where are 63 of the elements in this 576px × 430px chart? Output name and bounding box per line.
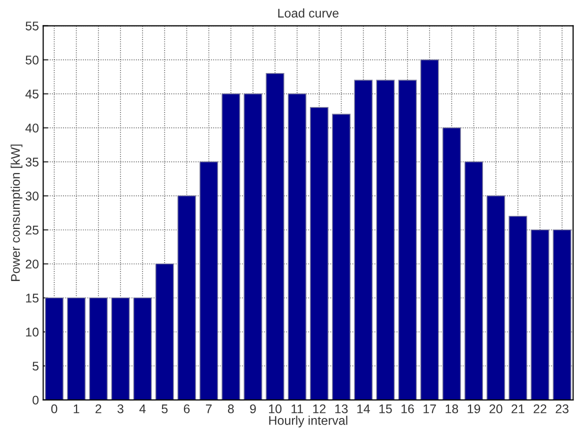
- x-tick-label: 7: [206, 404, 212, 414]
- x-tick-label: 9: [250, 404, 256, 414]
- x-tick-label: 18: [446, 404, 458, 414]
- x-tick-label: 1: [74, 404, 80, 414]
- bar: [530, 229, 550, 400]
- bar: [222, 93, 240, 400]
- bar: [155, 263, 174, 400]
- bar: [552, 229, 572, 400]
- y-tick-label: 0: [32, 396, 39, 405]
- x-tick-label: 12: [313, 404, 326, 414]
- bar: [67, 297, 86, 400]
- x-tick-label: 8: [228, 404, 234, 414]
- bar: [266, 72, 284, 400]
- y-tick-label: 15: [26, 294, 39, 303]
- bar: [44, 297, 64, 400]
- y-tick-label: 50: [26, 56, 39, 64]
- x-axis-title: Hourly interval: [269, 416, 348, 428]
- y-tick-label: 5: [32, 362, 39, 371]
- x-tick-label: 21: [512, 404, 524, 414]
- y-tick-label: 30: [26, 192, 39, 200]
- x-tick-label: 6: [184, 404, 190, 414]
- y-tick-label: 45: [25, 90, 39, 98]
- bar: [310, 107, 328, 400]
- x-tick-label: 5: [162, 404, 168, 414]
- bar: [464, 161, 484, 400]
- bar: [442, 127, 461, 400]
- x-tick-label: 13: [335, 404, 348, 414]
- y-tick-label: 35: [26, 158, 39, 166]
- chart-title: Load curve: [278, 8, 339, 18]
- x-tick-label: 17: [424, 404, 436, 414]
- bar: [376, 80, 395, 400]
- x-tick-label: 10: [269, 404, 282, 414]
- bar: [332, 114, 351, 400]
- y-tick-label: 40: [25, 124, 39, 132]
- bar: [177, 195, 196, 400]
- bar: [398, 80, 417, 400]
- x-tick-label: 16: [402, 404, 414, 414]
- y-tick-label: 55: [26, 22, 39, 30]
- bar: [89, 297, 108, 400]
- bar: [244, 93, 262, 400]
- x-tick-label: 20: [490, 404, 502, 414]
- x-tick-label: 4: [139, 404, 146, 414]
- x-tick-label: 14: [357, 404, 370, 414]
- x-tick-label: 15: [379, 404, 392, 414]
- x-tick-label: 3: [117, 404, 124, 414]
- bar: [288, 93, 306, 400]
- x-tick-label: 11: [292, 404, 303, 414]
- y-tick-label: 10: [26, 328, 39, 337]
- bar: [200, 161, 218, 400]
- bar: [111, 297, 130, 400]
- x-tick-label: 2: [96, 404, 102, 414]
- y-axis-title: Power consumption [kW]: [10, 144, 22, 281]
- y-tick-label: 20: [26, 260, 39, 269]
- x-tick-label: 19: [468, 404, 480, 414]
- x-tick-label: 22: [534, 404, 546, 414]
- bar: [508, 216, 528, 400]
- y-tick-label: 25: [26, 226, 39, 235]
- bar: [133, 297, 152, 400]
- x-tick-label: 0: [51, 404, 58, 414]
- bar: [486, 195, 506, 400]
- bar: [354, 80, 373, 400]
- bar: [420, 59, 439, 400]
- x-tick-label: 23: [556, 404, 568, 414]
